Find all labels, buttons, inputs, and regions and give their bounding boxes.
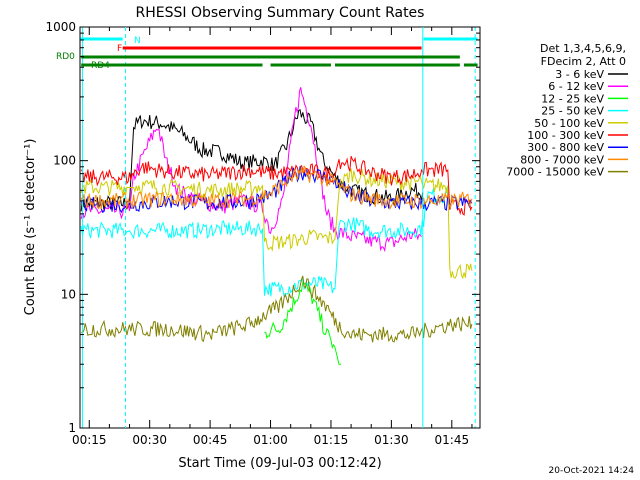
series-line-12-25-kev bbox=[264, 280, 341, 365]
series-line-800-7000-kev bbox=[80, 165, 473, 211]
x-tick-label: 01:45 bbox=[435, 433, 470, 447]
legend-label-50-100-kev: 50 - 100 keV bbox=[534, 117, 604, 130]
series-line-6-12-kev bbox=[80, 87, 422, 253]
state-label-rd4: RD4 bbox=[91, 61, 110, 71]
legend-header-1: Det 1,3,4,5,6,9, bbox=[540, 42, 626, 55]
y-tick-label: 100 bbox=[53, 154, 76, 168]
y-tick-label: 10 bbox=[61, 287, 76, 301]
x-axis: 00:15 00:30 00:45 01:00 01:15 01:30 01:45 bbox=[72, 27, 473, 447]
legend-label-7000-15000-kev: 7000 - 15000 keV bbox=[506, 166, 604, 179]
state-label-f: F bbox=[117, 44, 122, 54]
legend-label-100-300-kev: 100 - 300 keV bbox=[527, 129, 604, 142]
y-axis: 1 10 100 1000 bbox=[45, 20, 480, 435]
chart-title: RHESSI Observing Summary Count Rates bbox=[136, 5, 425, 21]
state-label-rd0: RD0 bbox=[56, 52, 75, 62]
series-line-300-800-kev bbox=[80, 166, 473, 214]
series-line-3-6-kev bbox=[80, 109, 424, 212]
x-axis-label: Start Time (09-Jul-03 00:12:42) bbox=[178, 456, 381, 471]
series-line-100-300-kev bbox=[80, 156, 473, 216]
legend-header-2: FDecim 2, Att 0 bbox=[541, 55, 626, 68]
plot-area: N F RD0 RD4 bbox=[56, 26, 481, 429]
legend-label-300-800-kev: 300 - 800 keV bbox=[527, 141, 604, 154]
y-tick-label: 1000 bbox=[45, 20, 76, 34]
x-tick-label: 00:15 bbox=[72, 433, 107, 447]
x-tick-label: 01:00 bbox=[253, 433, 288, 447]
plot-frame bbox=[79, 26, 481, 429]
x-tick-label: 00:30 bbox=[132, 433, 167, 447]
x-tick-label: 01:15 bbox=[314, 433, 349, 447]
series-line-25-50-kev bbox=[80, 187, 449, 298]
legend-label-25-50-kev: 25 - 50 keV bbox=[541, 105, 604, 118]
y-tick-label: 1 bbox=[68, 421, 76, 435]
legend-label-12-25-kev: 12 - 25 keV bbox=[541, 92, 604, 105]
x-tick-label: 00:45 bbox=[193, 433, 228, 447]
legend: Det 1,3,4,5,6,9,FDecim 2, Att 03 - 6 keV… bbox=[506, 42, 628, 179]
legend-label-3-6-kev: 3 - 6 keV bbox=[555, 68, 604, 81]
footer-date: 20-Oct-2021 14:24 bbox=[548, 466, 634, 476]
series-line-50-100-kev bbox=[80, 168, 473, 280]
series-line-7000-15000-kev bbox=[81, 275, 473, 343]
y-axis-label: Count Rate (s⁻¹ detector⁻¹) bbox=[23, 139, 38, 316]
legend-label-6-12-kev: 6 - 12 keV bbox=[548, 80, 604, 93]
legend-label-800-7000-kev: 800 - 7000 keV bbox=[520, 153, 604, 166]
state-label-n: N bbox=[134, 36, 141, 46]
x-tick-label: 01:30 bbox=[374, 433, 409, 447]
